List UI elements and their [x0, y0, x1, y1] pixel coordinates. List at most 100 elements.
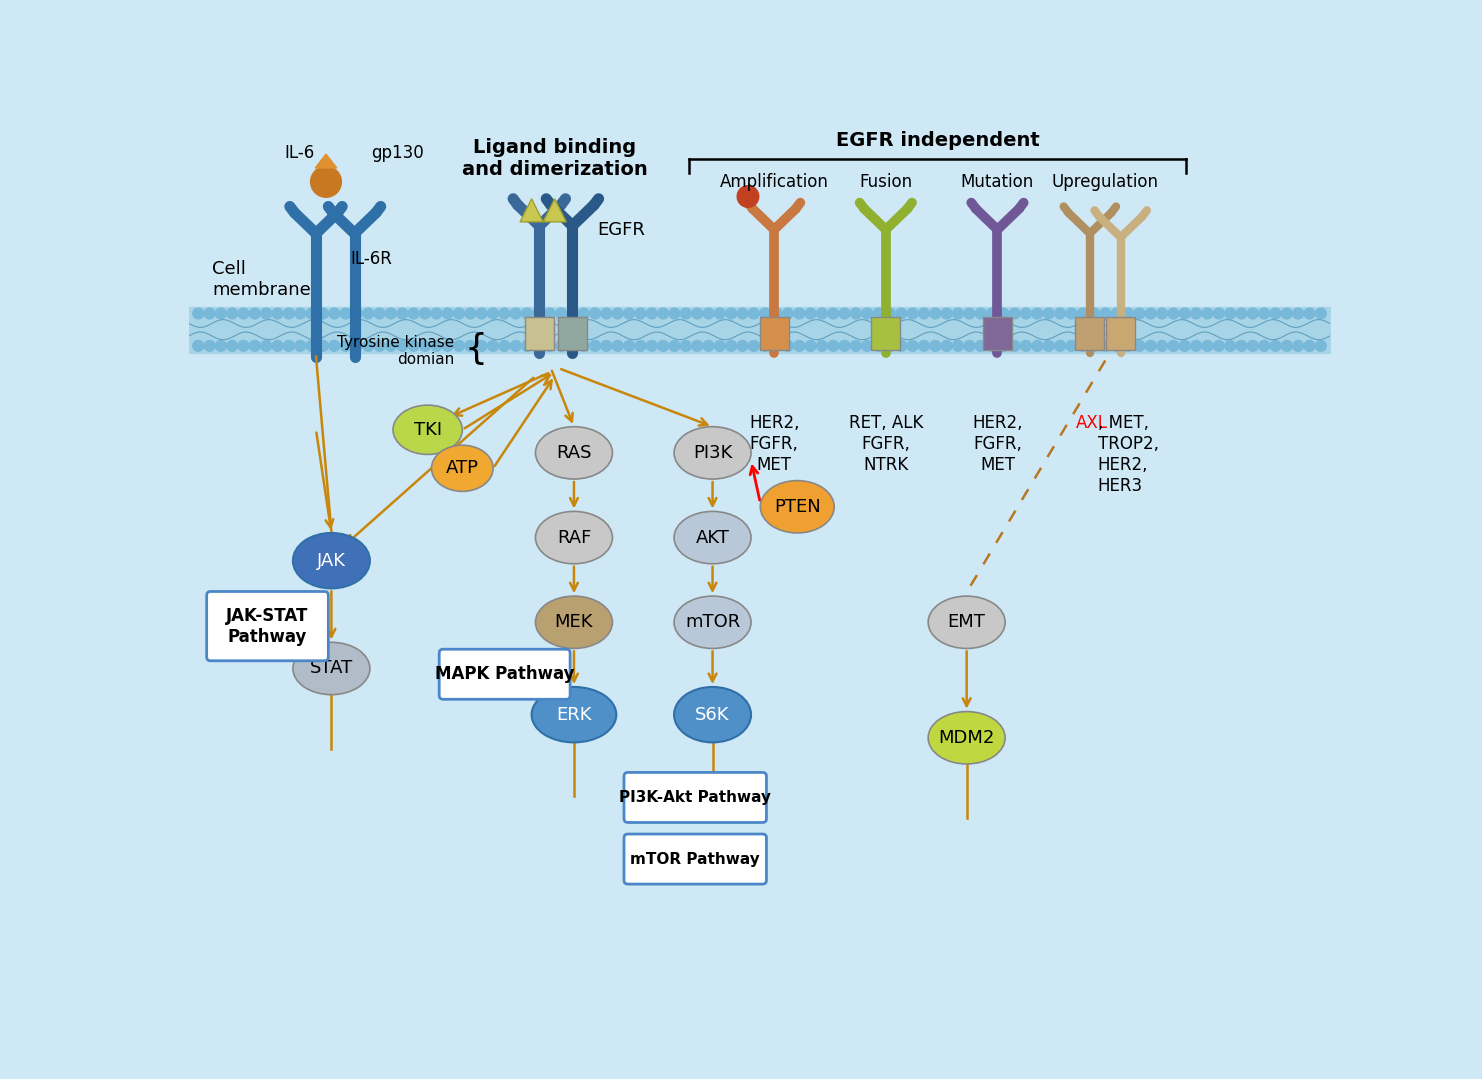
Circle shape	[1292, 341, 1304, 352]
Circle shape	[1089, 309, 1100, 319]
Circle shape	[453, 309, 464, 319]
Circle shape	[261, 309, 271, 319]
Circle shape	[907, 341, 917, 352]
Circle shape	[975, 341, 986, 352]
Circle shape	[1055, 309, 1066, 319]
Circle shape	[329, 341, 339, 352]
Circle shape	[351, 309, 362, 319]
Text: TKI: TKI	[413, 421, 442, 439]
Circle shape	[863, 341, 873, 352]
Circle shape	[1270, 341, 1280, 352]
Circle shape	[1077, 341, 1088, 352]
Circle shape	[578, 309, 590, 319]
Circle shape	[680, 309, 691, 319]
Circle shape	[668, 341, 680, 352]
Circle shape	[239, 341, 249, 352]
Circle shape	[726, 341, 737, 352]
Circle shape	[544, 341, 556, 352]
Ellipse shape	[293, 533, 370, 588]
Circle shape	[737, 309, 748, 319]
Circle shape	[748, 309, 759, 319]
Ellipse shape	[535, 596, 612, 648]
Circle shape	[1009, 309, 1020, 319]
Ellipse shape	[431, 446, 494, 491]
Circle shape	[488, 309, 498, 319]
Circle shape	[408, 341, 419, 352]
Circle shape	[1258, 309, 1270, 319]
Text: PI3K: PI3K	[694, 443, 732, 462]
Circle shape	[476, 309, 488, 319]
Circle shape	[385, 309, 396, 319]
Circle shape	[363, 309, 373, 319]
Text: RAF: RAF	[557, 529, 591, 547]
Circle shape	[919, 341, 929, 352]
Circle shape	[851, 341, 861, 352]
Text: mTOR Pathway: mTOR Pathway	[630, 851, 760, 866]
Circle shape	[941, 309, 951, 319]
Circle shape	[863, 309, 873, 319]
Circle shape	[658, 341, 668, 352]
Circle shape	[1134, 341, 1144, 352]
Circle shape	[578, 341, 590, 352]
Circle shape	[1180, 309, 1190, 319]
Circle shape	[987, 341, 997, 352]
Circle shape	[317, 309, 329, 319]
Circle shape	[283, 309, 295, 319]
Circle shape	[624, 309, 634, 319]
Circle shape	[205, 341, 215, 352]
Circle shape	[227, 341, 237, 352]
FancyBboxPatch shape	[206, 591, 329, 660]
Circle shape	[1100, 309, 1112, 319]
Circle shape	[760, 309, 771, 319]
Circle shape	[193, 309, 203, 319]
Ellipse shape	[674, 426, 751, 479]
Circle shape	[295, 341, 305, 352]
Circle shape	[499, 309, 510, 319]
Text: RET, ALK
FGFR,
NTRK: RET, ALK FGFR, NTRK	[849, 414, 923, 474]
Circle shape	[1282, 341, 1292, 352]
Circle shape	[465, 341, 476, 352]
Ellipse shape	[928, 596, 1005, 648]
Circle shape	[1021, 309, 1031, 319]
Circle shape	[612, 309, 622, 319]
Text: PTEN: PTEN	[774, 497, 821, 516]
Circle shape	[283, 341, 295, 352]
Circle shape	[1168, 309, 1178, 319]
Circle shape	[794, 309, 805, 319]
Circle shape	[397, 309, 408, 319]
Circle shape	[760, 341, 771, 352]
Circle shape	[317, 341, 329, 352]
Text: Ligand binding
and dimerization: Ligand binding and dimerization	[462, 138, 648, 179]
Circle shape	[1055, 341, 1066, 352]
Circle shape	[602, 309, 612, 319]
Text: AKT: AKT	[695, 529, 729, 547]
Circle shape	[1282, 309, 1292, 319]
FancyBboxPatch shape	[439, 650, 571, 699]
Circle shape	[1224, 309, 1236, 319]
Circle shape	[363, 341, 373, 352]
Circle shape	[273, 309, 283, 319]
Circle shape	[817, 341, 827, 352]
Text: JAK: JAK	[317, 551, 345, 570]
Circle shape	[885, 309, 895, 319]
Text: ERK: ERK	[556, 706, 591, 724]
Text: EGFR: EGFR	[597, 220, 645, 238]
Text: {: {	[465, 332, 488, 366]
Ellipse shape	[293, 642, 370, 695]
Circle shape	[1190, 341, 1202, 352]
Text: S6K: S6K	[695, 706, 729, 724]
Circle shape	[714, 309, 725, 319]
Circle shape	[737, 186, 759, 207]
Circle shape	[1214, 309, 1224, 319]
Text: IL-6R: IL-6R	[351, 250, 393, 268]
Circle shape	[771, 309, 782, 319]
Circle shape	[828, 309, 839, 319]
Circle shape	[953, 341, 963, 352]
Circle shape	[997, 309, 1009, 319]
Circle shape	[1157, 309, 1168, 319]
Circle shape	[215, 341, 227, 352]
Text: MDM2: MDM2	[938, 728, 994, 747]
FancyBboxPatch shape	[983, 317, 1012, 350]
Text: IL-6: IL-6	[285, 144, 314, 162]
Circle shape	[839, 309, 851, 319]
